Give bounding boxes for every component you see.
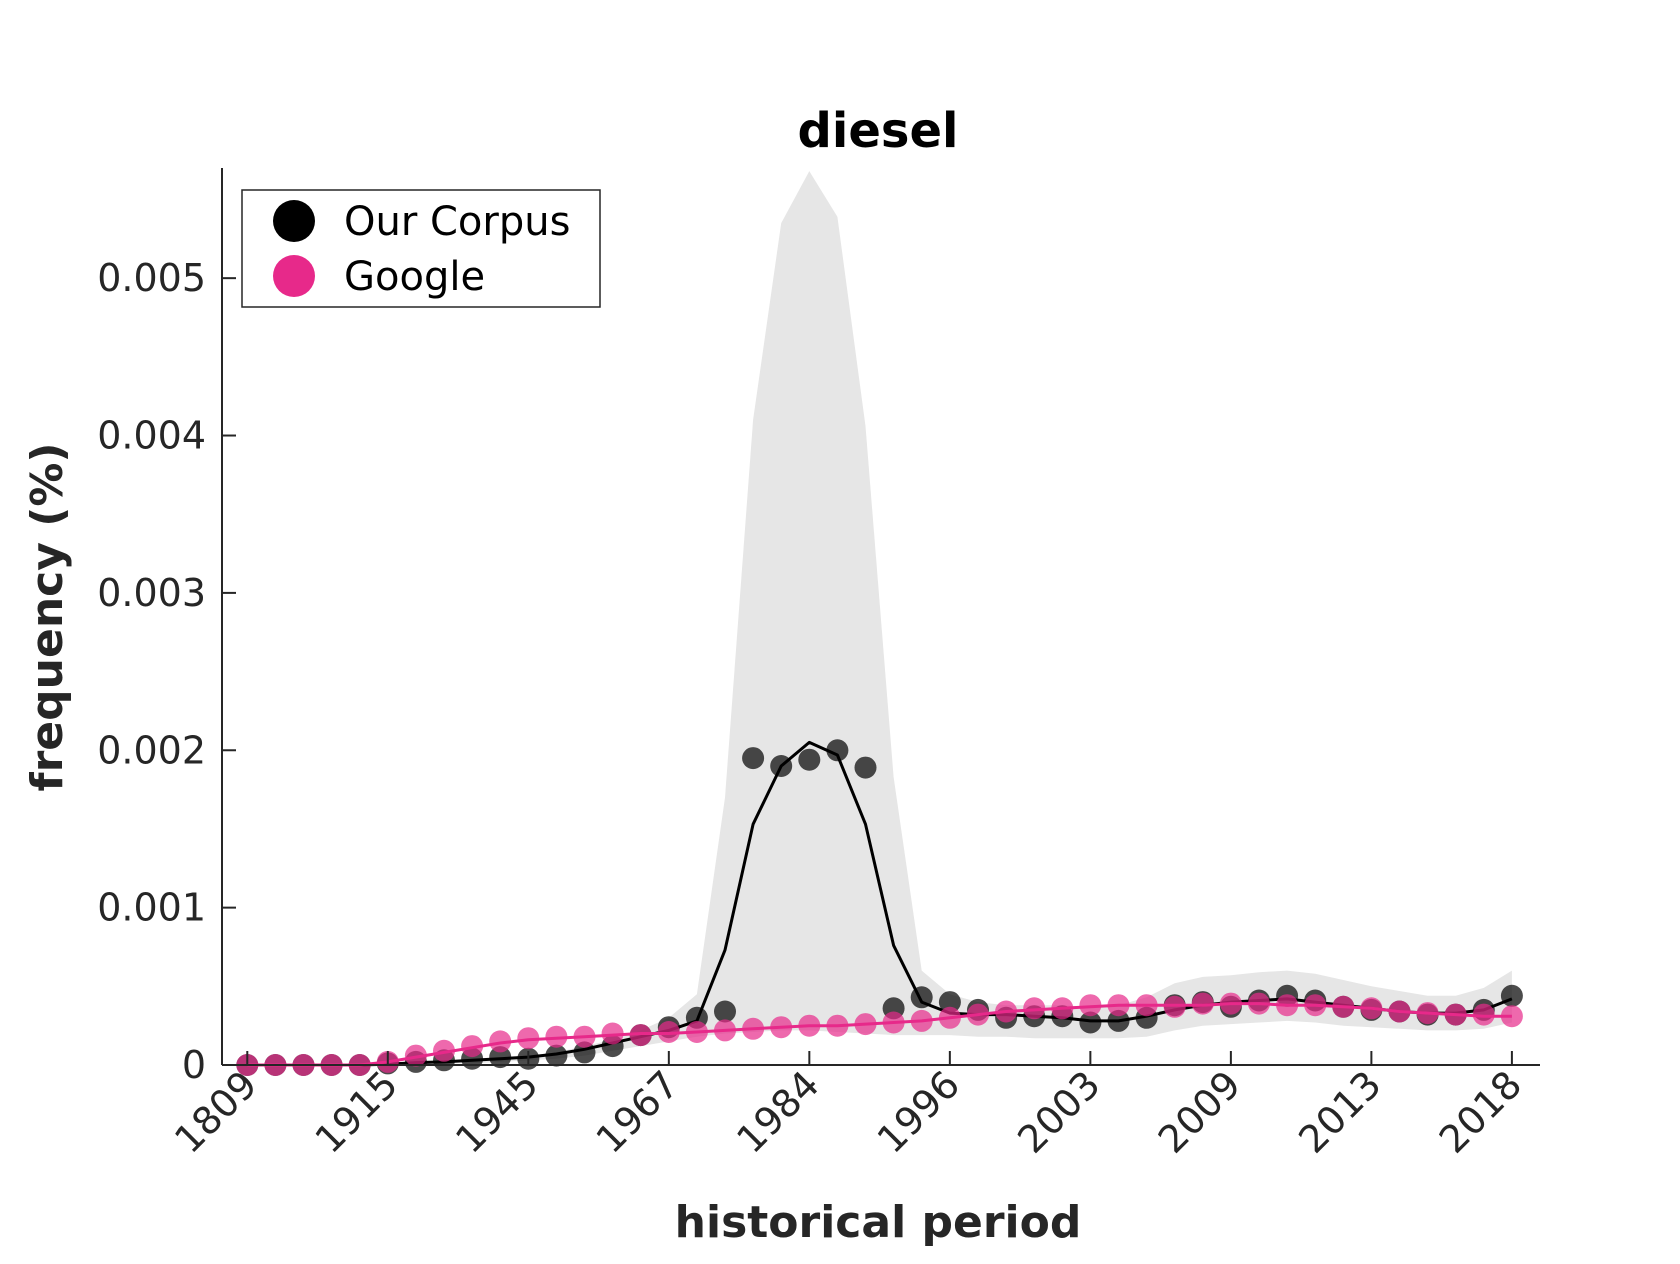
google-trend-line — [247, 1002, 1512, 1067]
x-tick-label: 2009 — [1150, 1062, 1250, 1162]
our-corpus-point — [826, 739, 849, 762]
x-axis-title: historical period — [675, 1197, 1082, 1248]
x-tick-label: 1984 — [728, 1062, 828, 1162]
legend-label-our-corpus: Our Corpus — [344, 199, 570, 245]
x-tick-label: 2018 — [1431, 1062, 1531, 1162]
our-corpus-point — [798, 748, 821, 771]
chart-title: diesel — [798, 103, 959, 159]
google-point — [1163, 995, 1186, 1018]
our-corpus-point — [742, 747, 765, 770]
google-point — [1472, 1003, 1495, 1026]
google-point — [433, 1039, 455, 1062]
our-corpus-point — [854, 756, 877, 779]
x-tick-label: 1996 — [869, 1062, 969, 1162]
our-corpus-point — [1079, 1011, 1102, 1034]
y-tick-label: 0.003 — [97, 571, 206, 615]
legend-marker-google — [273, 255, 315, 297]
x-tick-label: 1945 — [447, 1062, 547, 1162]
google-point — [461, 1035, 484, 1058]
legend-marker-our-corpus — [273, 200, 315, 242]
google-point — [629, 1024, 652, 1047]
google-series — [236, 992, 1523, 1076]
x-tick-layer: 1809 1915 1945 1967 1984 1996 2003 2009 2013 2018 — [166, 1051, 1530, 1162]
y-tick-label: 0.004 — [97, 414, 206, 458]
our-corpus-trend-line — [247, 740, 1513, 1067]
y-axis-title: frequency (%) — [22, 442, 73, 791]
google-point — [517, 1027, 540, 1050]
google-point — [1023, 997, 1046, 1020]
x-tick-label: 1915 — [307, 1062, 407, 1162]
confidence-band-layer — [247, 171, 1512, 1066]
series-layer — [236, 739, 1523, 1076]
y-tick-label: 0.002 — [97, 728, 206, 772]
google-point — [601, 1022, 624, 1045]
y-tick-layer: 0 0.001 0.002 0.003 0.004 0.005 — [97, 256, 236, 1087]
our-corpus-point — [489, 1046, 512, 1069]
y-tick-label: 0 — [182, 1043, 206, 1087]
our-corpus-point — [714, 1000, 736, 1023]
axes-layer — [221, 168, 1540, 1066]
google-point — [1079, 994, 1102, 1017]
x-tick-label: 1967 — [588, 1062, 688, 1162]
our-corpus-point — [938, 991, 961, 1014]
our-corpus-point — [545, 1044, 568, 1067]
x-tick-label: 2003 — [1009, 1062, 1109, 1162]
y-tick-label: 0.001 — [97, 886, 206, 930]
y-tick-label: 0.005 — [97, 256, 206, 300]
legend-label-google: Google — [344, 254, 485, 300]
our-corpus-confidence-band — [247, 171, 1512, 1066]
google-point — [489, 1030, 512, 1053]
google-point — [1191, 992, 1214, 1015]
legend: Our Corpus Google — [241, 189, 601, 308]
x-tick-label: 2013 — [1290, 1062, 1390, 1162]
